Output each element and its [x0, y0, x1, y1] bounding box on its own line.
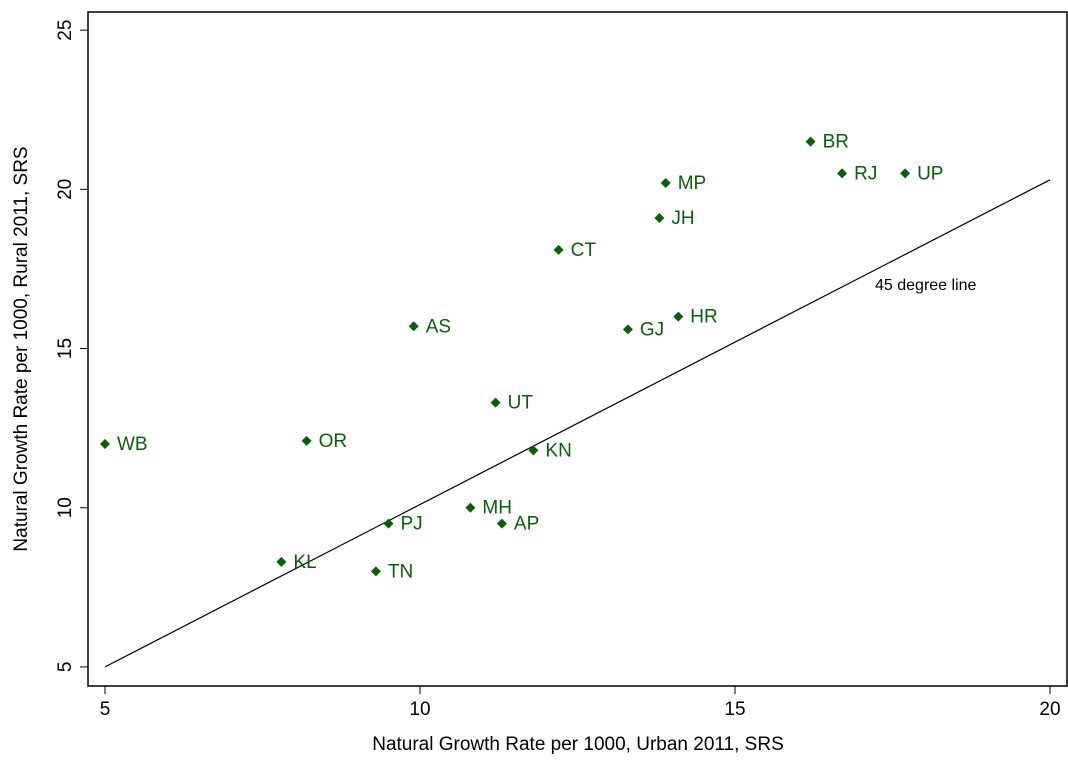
point	[490, 397, 501, 408]
point-label: RJ	[854, 163, 877, 184]
point-label: OR	[319, 431, 348, 452]
point-label: UP	[917, 163, 943, 184]
point	[496, 518, 507, 529]
point-label: CT	[571, 240, 597, 261]
point-label: KL	[293, 552, 316, 573]
point	[276, 556, 287, 567]
point-label: JH	[671, 208, 694, 229]
point-label: KN	[545, 440, 571, 461]
point	[660, 177, 671, 188]
reference-line-label: 45 degree line	[875, 277, 977, 294]
point	[553, 244, 564, 255]
x-tick-label: 5	[100, 699, 111, 720]
point	[805, 136, 816, 147]
x-tick-label: 10	[409, 699, 430, 720]
point	[100, 439, 111, 450]
point-label: AS	[426, 316, 451, 337]
point	[654, 212, 665, 223]
y-tick-label: 20	[55, 179, 76, 200]
x-tick-label: 15	[724, 699, 745, 720]
point-label: MP	[678, 173, 707, 194]
point	[673, 311, 684, 322]
point-label: WB	[117, 434, 148, 455]
y-tick-label: 5	[55, 662, 76, 673]
point	[465, 502, 476, 513]
point-label: AP	[514, 514, 539, 535]
point	[528, 445, 539, 456]
plot-frame	[87, 11, 1068, 687]
point	[301, 435, 312, 446]
point-label: HR	[690, 307, 717, 328]
point-label: GJ	[640, 319, 664, 340]
y-axis-label: Natural Growth Rate per 1000, Rural 2011…	[11, 146, 32, 551]
reference-line	[104, 179, 1051, 668]
y-tick-label: 10	[55, 497, 76, 518]
x-axis-label: Natural Growth Rate per 1000, Urban 2011…	[372, 734, 784, 755]
point	[837, 168, 848, 179]
x-tick-label: 20	[1039, 699, 1060, 720]
point	[900, 168, 911, 179]
point	[622, 324, 633, 335]
y-tick-label: 25	[55, 20, 76, 41]
point-label: TN	[388, 561, 413, 582]
point	[370, 566, 381, 577]
point-label: MH	[482, 498, 512, 519]
point-label: UT	[508, 393, 534, 414]
point	[408, 321, 419, 332]
y-tick-label: 15	[55, 338, 76, 359]
point	[383, 518, 394, 529]
point-label: PJ	[401, 514, 423, 535]
point-label: BR	[823, 132, 849, 153]
